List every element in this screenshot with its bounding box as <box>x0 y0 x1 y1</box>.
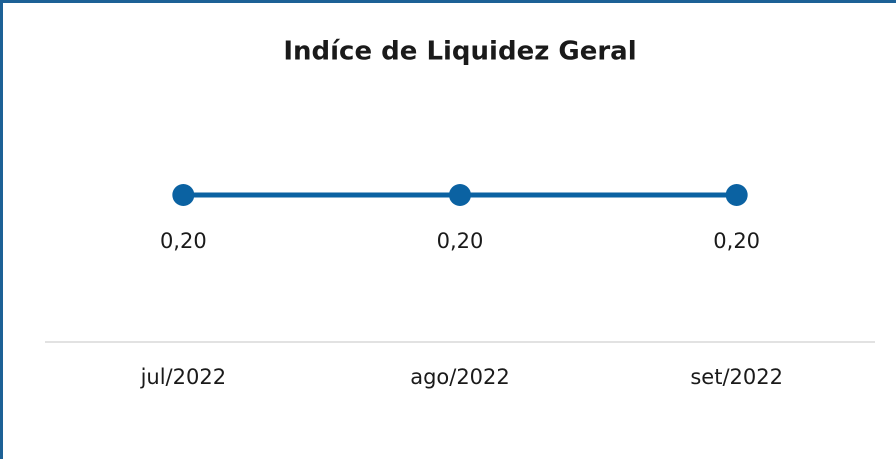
data-label: 0,20 <box>437 229 484 253</box>
data-label: 0,20 <box>160 229 207 253</box>
data-label: 0,20 <box>713 229 760 253</box>
x-tick-label: ago/2022 <box>410 365 510 389</box>
point <box>725 184 748 206</box>
x-tick-label: set/2022 <box>690 365 783 389</box>
point <box>449 184 471 206</box>
x-tick-label: jul/2022 <box>140 365 227 389</box>
point <box>172 184 195 206</box>
chart-title: Indíce de Liquidez Geral <box>283 37 636 67</box>
